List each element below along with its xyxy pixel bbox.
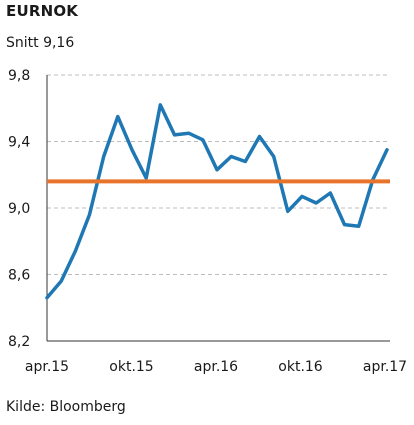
x-tick-label: apr.17 xyxy=(363,359,407,375)
x-tick-label: apr.16 xyxy=(194,359,238,375)
y-tick-label: 9,4 xyxy=(8,135,30,151)
chart-subtitle: Snitt 9,16 xyxy=(6,35,75,51)
x-tick-label: okt.16 xyxy=(278,359,323,375)
y-tick-label: 9,0 xyxy=(8,201,30,217)
eurnok-series-line xyxy=(45,103,389,300)
y-tick-label: 8,6 xyxy=(8,268,30,284)
source-note: Kilde: Bloomberg xyxy=(6,399,126,415)
x-tick-label: okt.15 xyxy=(109,359,153,375)
chart-title: EURNOK xyxy=(6,2,79,20)
x-tick-label: apr.15 xyxy=(25,359,69,375)
y-tick-label: 8,2 xyxy=(8,334,30,350)
y-tick-label: 9,8 xyxy=(8,68,30,84)
